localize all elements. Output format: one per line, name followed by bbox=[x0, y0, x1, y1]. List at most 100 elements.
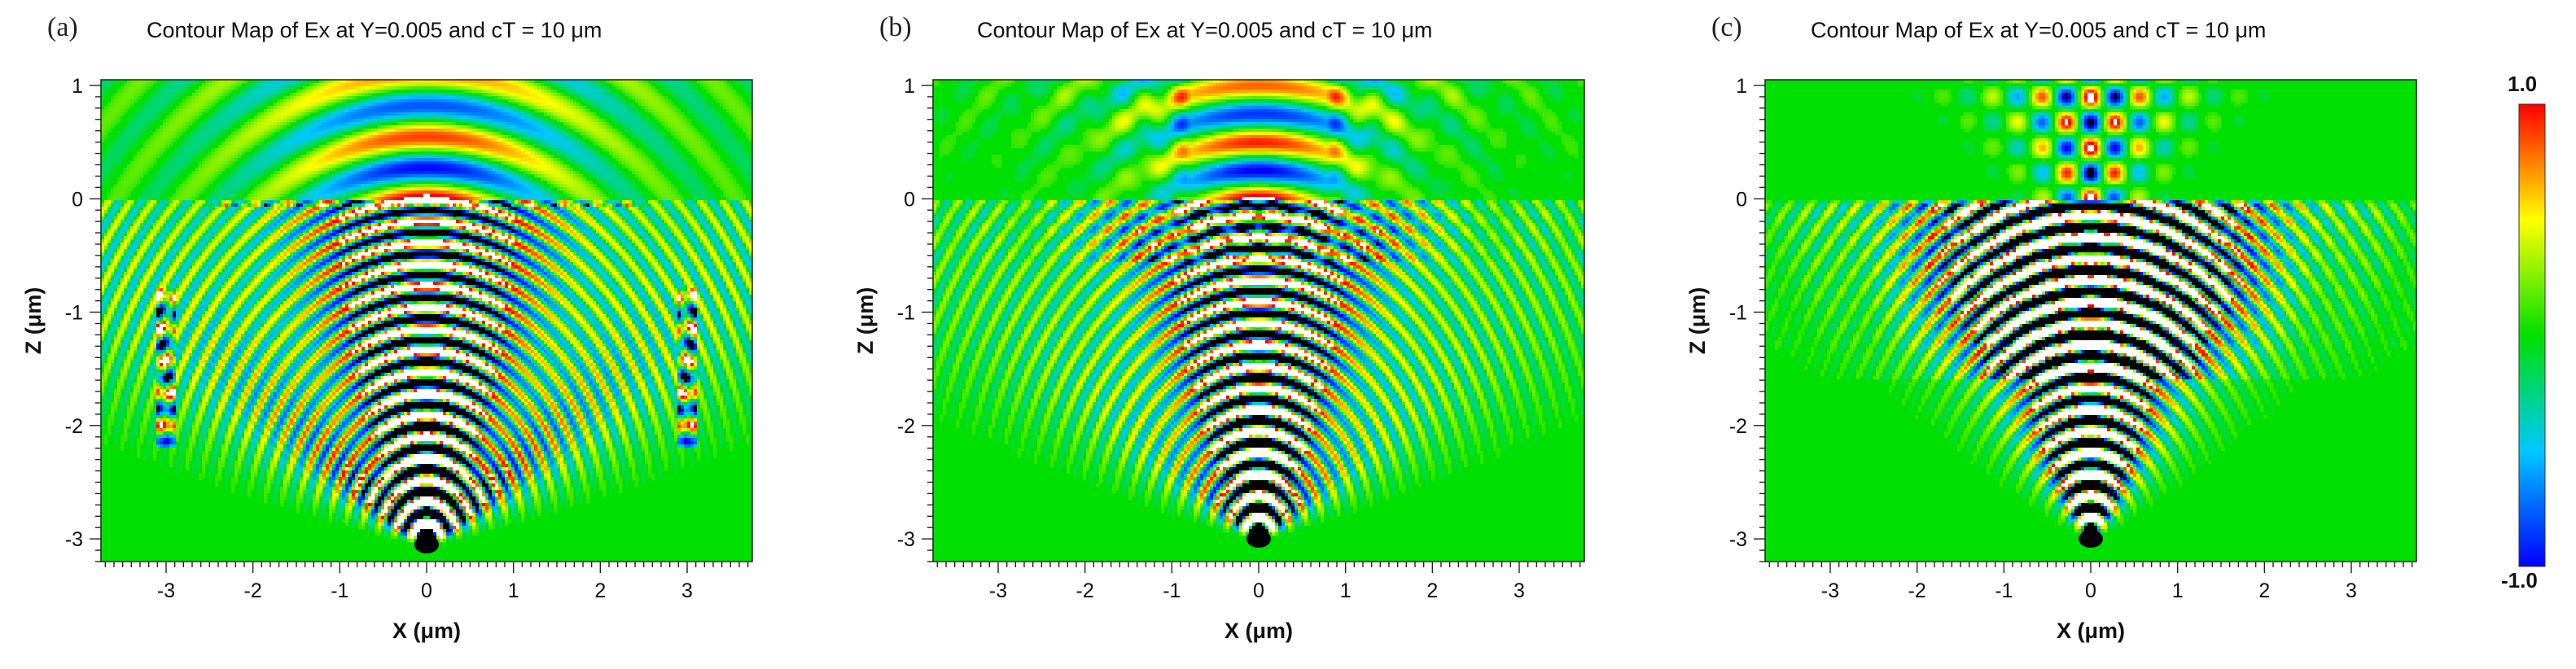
field-cell bbox=[156, 109, 160, 112]
field-cell bbox=[436, 103, 440, 106]
field-cell bbox=[629, 106, 632, 109]
field-cell bbox=[179, 103, 182, 106]
field-cell bbox=[622, 86, 625, 90]
field-cell bbox=[316, 109, 319, 112]
field-cell bbox=[238, 116, 241, 119]
field-cell bbox=[710, 112, 713, 116]
field-cell bbox=[348, 109, 352, 112]
field-cell bbox=[518, 109, 521, 112]
field-cell bbox=[642, 119, 645, 122]
field-cell bbox=[365, 93, 368, 96]
field-cell bbox=[264, 122, 267, 125]
field-cell bbox=[156, 103, 160, 106]
field-cell bbox=[635, 112, 638, 116]
field-cell bbox=[156, 99, 160, 103]
field-cell bbox=[375, 109, 378, 112]
field-cell bbox=[261, 83, 264, 86]
field-cell bbox=[202, 103, 205, 106]
field-cell bbox=[681, 103, 684, 106]
field-cell bbox=[430, 96, 433, 99]
field-cell bbox=[306, 90, 309, 93]
field-cell bbox=[293, 112, 296, 116]
field-cell bbox=[726, 109, 729, 112]
field-cell bbox=[212, 103, 215, 106]
field-cell bbox=[160, 83, 163, 86]
field-cell bbox=[355, 83, 358, 86]
field-cell bbox=[469, 106, 472, 109]
field-cell bbox=[550, 116, 554, 119]
field-cell bbox=[580, 109, 583, 112]
field-cell bbox=[326, 86, 329, 90]
field-cell bbox=[534, 103, 537, 106]
field-cell bbox=[316, 96, 319, 99]
field-cell bbox=[339, 90, 342, 93]
field-cell bbox=[479, 99, 482, 103]
field-cell bbox=[124, 93, 127, 96]
field-cell bbox=[446, 96, 449, 99]
field-cell bbox=[316, 90, 319, 93]
field-cell bbox=[531, 103, 534, 106]
field-cell bbox=[254, 103, 257, 106]
field-cell bbox=[394, 83, 397, 86]
field-cell bbox=[355, 99, 358, 103]
field-cell bbox=[567, 106, 570, 109]
field-cell bbox=[296, 116, 300, 119]
field-cell bbox=[290, 83, 293, 86]
field-cell bbox=[348, 103, 352, 106]
field-cell bbox=[316, 93, 319, 96]
field-cell bbox=[117, 96, 120, 99]
field-cell bbox=[602, 86, 606, 90]
field-cell bbox=[251, 106, 254, 109]
field-cell bbox=[332, 109, 335, 112]
field-cell bbox=[524, 99, 528, 103]
field-cell bbox=[176, 112, 179, 116]
field-cell bbox=[264, 99, 267, 103]
field-cell bbox=[541, 119, 544, 122]
field-cell bbox=[531, 116, 534, 119]
field-cell bbox=[270, 122, 274, 125]
field-cell bbox=[130, 86, 134, 90]
field-cell bbox=[355, 96, 358, 99]
field-cell bbox=[462, 86, 466, 90]
field-cell bbox=[163, 93, 166, 96]
field-cell bbox=[368, 116, 371, 119]
field-cell bbox=[143, 106, 147, 109]
field-cell bbox=[583, 109, 586, 112]
field-cell bbox=[495, 106, 498, 109]
field-cell bbox=[283, 83, 287, 86]
field-cell bbox=[462, 106, 466, 109]
field-cell bbox=[472, 90, 475, 93]
field-cell bbox=[593, 93, 596, 96]
field-cell bbox=[342, 83, 345, 86]
field-cell bbox=[261, 116, 264, 119]
field-cell bbox=[743, 112, 746, 116]
field-cell bbox=[713, 83, 716, 86]
field-cell bbox=[681, 112, 684, 116]
field-cell bbox=[248, 90, 251, 93]
field-cell bbox=[492, 86, 495, 90]
field-cell bbox=[567, 99, 570, 103]
field-cell bbox=[352, 96, 355, 99]
field-cell bbox=[609, 116, 612, 119]
field-cell bbox=[238, 96, 241, 99]
field-cell bbox=[134, 119, 137, 122]
field-cell bbox=[280, 90, 283, 93]
field-cell bbox=[342, 122, 345, 125]
field-cell bbox=[547, 103, 550, 106]
field-cell bbox=[472, 106, 475, 109]
field-cell bbox=[189, 103, 192, 106]
field-cell bbox=[332, 96, 335, 99]
field-cell bbox=[391, 93, 394, 96]
field-cell bbox=[381, 109, 384, 112]
field-cell bbox=[466, 99, 469, 103]
field-cell bbox=[589, 116, 593, 119]
field-cell bbox=[114, 99, 117, 103]
field-cell bbox=[606, 96, 609, 99]
field-cell bbox=[332, 83, 335, 86]
field-cell bbox=[257, 119, 261, 122]
field-cell bbox=[322, 83, 326, 86]
field-cell bbox=[407, 86, 410, 90]
field-cell bbox=[404, 96, 407, 99]
field-cell bbox=[417, 86, 420, 90]
field-cell bbox=[404, 99, 407, 103]
